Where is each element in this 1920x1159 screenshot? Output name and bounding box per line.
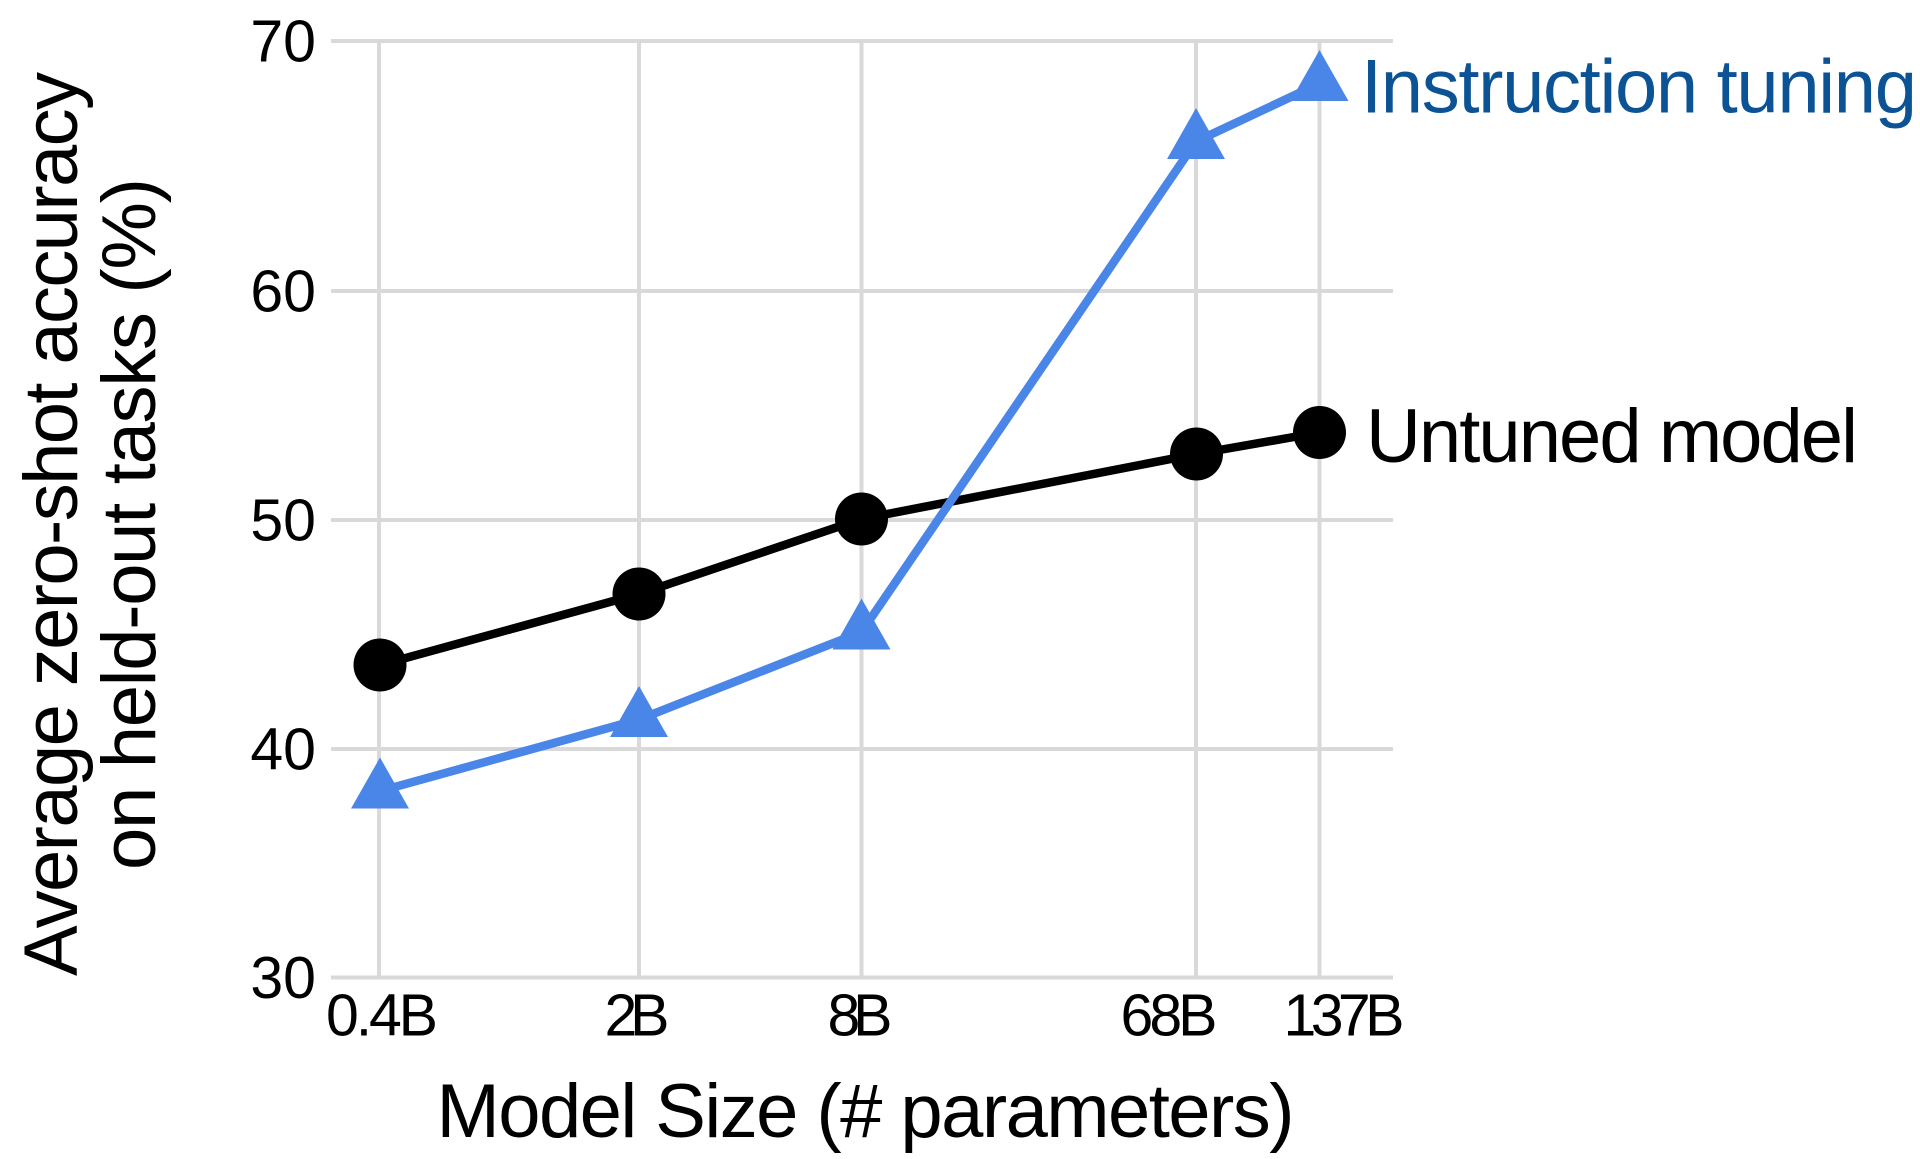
svg-text:Instruction tuning: Instruction tuning [1361, 45, 1917, 130]
svg-text:60: 60 [250, 259, 316, 325]
svg-text:Model Size (# parameters): Model Size (# parameters) [437, 1069, 1295, 1154]
svg-text:40: 40 [250, 717, 316, 783]
svg-text:0.4B: 0.4B [326, 983, 438, 1049]
svg-text:70: 70 [250, 9, 316, 75]
svg-text:2B: 2B [605, 983, 670, 1049]
svg-text:30: 30 [250, 945, 316, 1011]
svg-text:8B: 8B [828, 983, 893, 1049]
svg-text:Average zero-shot accuracy: Average zero-shot accuracy [9, 72, 94, 976]
svg-text:on held-out tasks (%): on held-out tasks (%) [87, 178, 172, 870]
svg-text:Untuned model: Untuned model [1366, 394, 1858, 479]
svg-text:50: 50 [250, 488, 316, 554]
svg-text:137B: 137B [1284, 983, 1405, 1049]
svg-text:68B: 68B [1121, 983, 1218, 1049]
